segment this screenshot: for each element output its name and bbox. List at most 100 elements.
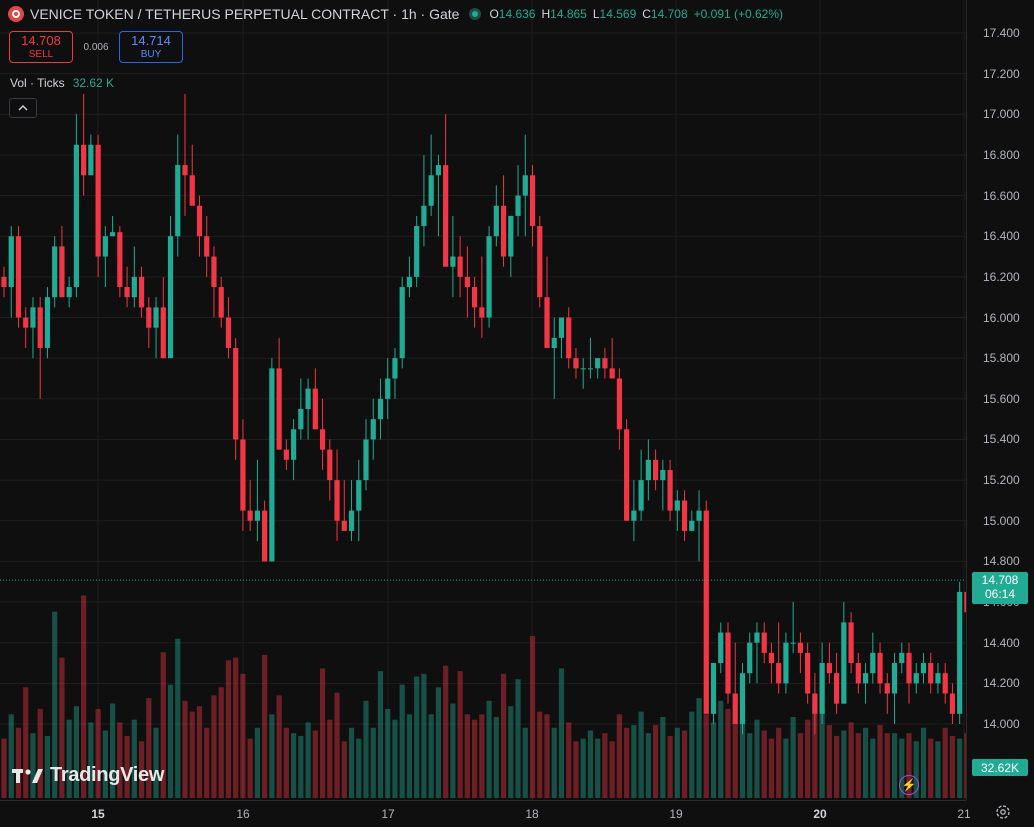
candle-body[interactable]: [957, 591, 963, 714]
candle-body[interactable]: [508, 215, 514, 257]
candle-body[interactable]: [754, 632, 760, 643]
candle-body[interactable]: [204, 236, 210, 257]
candle-body[interactable]: [37, 307, 43, 349]
candle-body[interactable]: [841, 622, 847, 704]
candle-body[interactable]: [435, 165, 441, 176]
candle-body[interactable]: [870, 652, 876, 674]
candle-body[interactable]: [276, 368, 282, 450]
candle-body[interactable]: [464, 276, 470, 288]
candle-body[interactable]: [348, 510, 355, 531]
candle-body[interactable]: [964, 591, 966, 613]
time-axis[interactable]: 15 16 17 18 19 20 21: [0, 800, 971, 827]
candle-body[interactable]: [761, 632, 767, 653]
candle-body[interactable]: [884, 683, 890, 694]
candle-body[interactable]: [377, 398, 384, 420]
candle-body[interactable]: [667, 469, 673, 511]
candle-body[interactable]: [826, 663, 832, 674]
candle-body[interactable]: [681, 500, 688, 531]
candle-body[interactable]: [23, 317, 29, 328]
symbol-title[interactable]: VENICE TOKEN / TETHERUS PERPETUAL CONTRA…: [30, 6, 460, 22]
candle-body[interactable]: [587, 368, 594, 370]
candle-body[interactable]: [768, 652, 775, 664]
candle-body[interactable]: [812, 693, 818, 714]
buy-button[interactable]: 14.714 BUY: [119, 31, 183, 63]
candle-body[interactable]: [225, 317, 232, 349]
candle-body[interactable]: [631, 510, 637, 521]
candle-body[interactable]: [899, 652, 905, 664]
candle-body[interactable]: [834, 673, 840, 704]
candle-body[interactable]: [689, 520, 695, 531]
candle-body[interactable]: [414, 226, 420, 277]
venice-logo-icon[interactable]: [8, 6, 24, 22]
candle-body[interactable]: [942, 673, 948, 694]
candle-body[interactable]: [580, 368, 586, 370]
candle-body[interactable]: [95, 144, 101, 257]
candle-body[interactable]: [493, 205, 499, 237]
candle-body[interactable]: [819, 663, 825, 714]
candle-body[interactable]: [131, 276, 137, 298]
candle-body[interactable]: [718, 632, 724, 664]
candle-body[interactable]: [182, 165, 188, 176]
candle-body[interactable]: [66, 287, 72, 298]
candle-body[interactable]: [240, 439, 246, 511]
candle-body[interactable]: [500, 205, 507, 257]
candle-body[interactable]: [305, 388, 311, 409]
candle-body[interactable]: [73, 144, 79, 288]
candle-body[interactable]: [30, 307, 36, 328]
chart-pane[interactable]: [0, 0, 966, 800]
candle-body[interactable]: [399, 287, 405, 359]
candle-body[interactable]: [428, 175, 434, 206]
candle-body[interactable]: [334, 480, 340, 521]
collapse-legend-button[interactable]: [9, 98, 37, 118]
candle-body[interactable]: [935, 673, 941, 684]
candle-body[interactable]: [211, 256, 217, 288]
candle-body[interactable]: [247, 510, 253, 521]
candle-body[interactable]: [327, 449, 333, 481]
candle-body[interactable]: [624, 429, 630, 521]
candle-body[interactable]: [146, 307, 152, 328]
candle-body[interactable]: [674, 500, 680, 511]
candle-body[interactable]: [566, 317, 572, 359]
candle-body[interactable]: [797, 642, 803, 653]
candle-body[interactable]: [450, 256, 456, 267]
candle-body[interactable]: [486, 236, 492, 318]
candle-body[interactable]: [341, 520, 347, 531]
candle-body[interactable]: [732, 693, 738, 724]
candle-body[interactable]: [877, 652, 883, 684]
candle-body[interactable]: [1, 276, 7, 288]
candle-body[interactable]: [15, 236, 22, 318]
candle-body[interactable]: [44, 297, 51, 349]
candle-body[interactable]: [189, 175, 195, 206]
candle-body[interactable]: [138, 276, 145, 308]
candle-body[interactable]: [8, 236, 14, 288]
candle-body[interactable]: [406, 276, 413, 288]
candle-body[interactable]: [356, 480, 362, 511]
gear-icon[interactable]: [994, 803, 1012, 821]
candle-body[interactable]: [949, 693, 956, 714]
candle-body[interactable]: [595, 358, 601, 369]
candle-body[interactable]: [479, 307, 485, 318]
candle-body[interactable]: [776, 663, 782, 684]
candle-body[interactable]: [522, 175, 528, 196]
candle-body[interactable]: [558, 317, 565, 338]
price-axis[interactable]: 17.400 17.200 17.000 16.800 16.600 16.400 16.2…: [966, 0, 1034, 800]
candle-body[interactable]: [312, 388, 318, 430]
lightning-icon[interactable]: ⚡: [899, 775, 919, 795]
candle-body[interactable]: [196, 205, 203, 237]
candle-body[interactable]: [645, 459, 651, 481]
candle-body[interactable]: [703, 510, 709, 714]
candle-body[interactable]: [283, 449, 289, 460]
candle-body[interactable]: [254, 510, 260, 521]
candle-body[interactable]: [805, 652, 811, 694]
candle-body[interactable]: [291, 429, 297, 460]
candle-body[interactable]: [609, 368, 615, 379]
candle-body[interactable]: [848, 622, 854, 664]
candle-body[interactable]: [660, 469, 666, 481]
candle-body[interactable]: [862, 673, 869, 684]
candle-body[interactable]: [472, 287, 478, 308]
candle-body[interactable]: [537, 226, 543, 298]
candle-body[interactable]: [913, 673, 919, 684]
candle-body[interactable]: [747, 642, 753, 674]
candle-body[interactable]: [153, 307, 159, 328]
candle-body[interactable]: [928, 663, 934, 684]
